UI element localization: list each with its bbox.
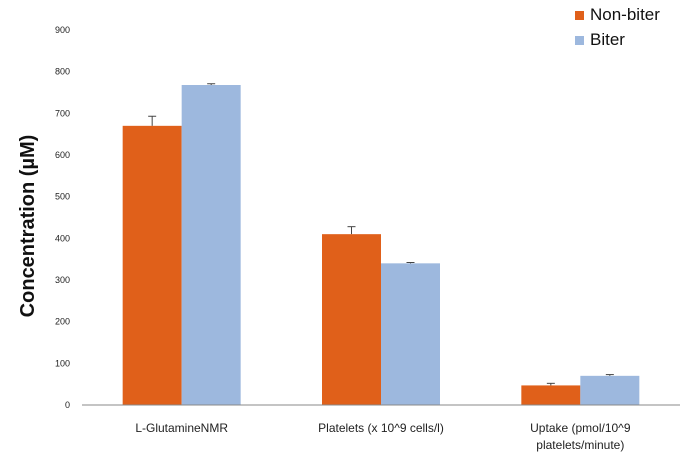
legend-label: Biter — [590, 30, 625, 49]
y-tick-label: 400 — [55, 233, 70, 243]
x-category-label: platelets/minute) — [536, 438, 624, 452]
y-axis-title: Concentration (µM) — [17, 135, 39, 318]
y-tick-label: 700 — [55, 108, 70, 118]
y-axis-ticks: 0 100 200 300 400 500 600 700 800 900 — [55, 25, 70, 410]
bar-biter-0 — [181, 85, 241, 405]
y-tick-label: 900 — [55, 25, 70, 35]
x-category-label: Uptake (pmol/10^9 — [530, 421, 631, 435]
y-tick-label: 600 — [55, 150, 70, 160]
bar-non-biter-2 — [521, 385, 581, 405]
bar-non-biter-1 — [322, 234, 381, 405]
legend-swatch — [575, 11, 584, 20]
y-tick-label: 200 — [55, 317, 70, 327]
x-category-label: Platelets (x 10^9 cells/l) — [318, 421, 444, 435]
x-category-label: L-GlutamineNMR — [135, 421, 228, 435]
legend: Non-biter Biter — [575, 5, 660, 49]
bars — [122, 83, 640, 405]
x-axis-labels: L-GlutamineNMR Platelets (x 10^9 cells/l)… — [135, 421, 631, 452]
bar-non-biter-0 — [122, 125, 182, 405]
bar-biter-2 — [580, 375, 640, 405]
y-tick-label: 100 — [55, 358, 70, 368]
y-tick-label: 300 — [55, 275, 70, 285]
legend-label: Non-biter — [590, 5, 660, 24]
y-tick-label: 0 — [65, 400, 70, 410]
y-tick-label: 500 — [55, 192, 70, 202]
bar-biter-1 — [381, 263, 440, 405]
y-tick-label: 800 — [55, 67, 70, 77]
legend-swatch — [575, 36, 584, 45]
